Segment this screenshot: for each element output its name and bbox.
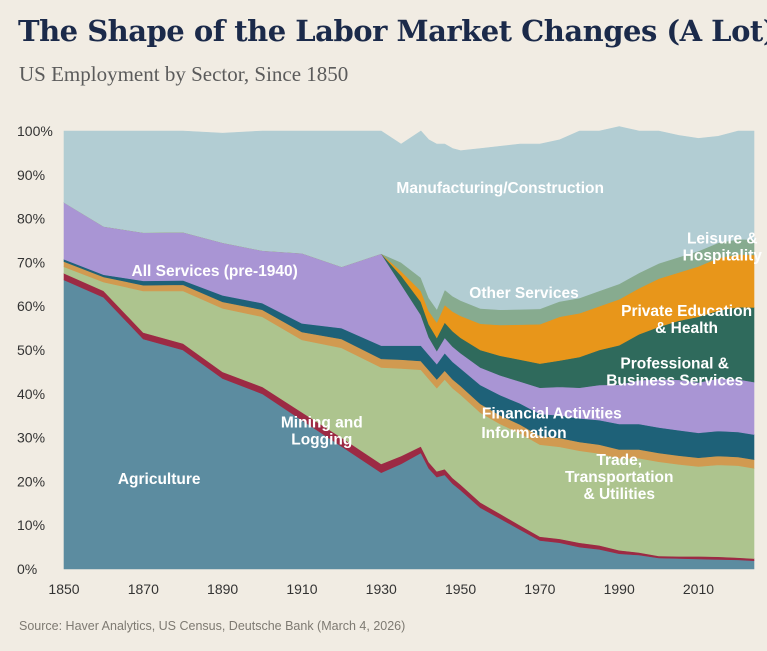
x-tick-label: 1870 bbox=[128, 581, 159, 597]
label-line: Trade, bbox=[596, 452, 642, 469]
y-tick-label: 90% bbox=[17, 167, 45, 183]
label-all-services-pre-1940: All Services (pre-1940) bbox=[132, 263, 298, 280]
y-tick-label: 20% bbox=[17, 473, 45, 489]
label-other-services: Other Services bbox=[469, 285, 578, 302]
label-line: Financial Activities bbox=[482, 406, 622, 423]
x-tick-label: 1890 bbox=[207, 581, 238, 597]
label-information: Information bbox=[481, 425, 566, 442]
label-mining-and-logging: Mining and Logging bbox=[281, 415, 363, 449]
label-line: Mining and bbox=[281, 415, 363, 432]
x-tick-label: 1930 bbox=[366, 581, 397, 597]
stacked-area-chart: 0%10%20%30%40%50%60%70%80%90%100% 1850 18… bbox=[17, 123, 762, 597]
area-manufacturing-construction bbox=[63, 126, 755, 311]
label-trade-transportation-utilities: Trade, Transportation & Utilities bbox=[565, 452, 674, 503]
label-manufacturing-construction: Manufacturing/Construction bbox=[396, 180, 604, 197]
label-private-education-health: Private Education & Health bbox=[621, 303, 752, 337]
label-line: Agriculture bbox=[118, 471, 201, 488]
y-axis-tick-labels: 0% 10% 20% 30% 40% 50% 60% 70% 80% 90% 100% bbox=[17, 123, 53, 577]
x-tick-label: 2010 bbox=[683, 581, 714, 597]
y-tick-label: 70% bbox=[17, 254, 45, 270]
label-line: Leisure & bbox=[687, 231, 758, 248]
y-tick-label: 100% bbox=[17, 123, 53, 139]
series-annotations: Agriculture Mining and Logging All Services… bbox=[118, 180, 762, 503]
label-professional-business-services: Professional & Business Services bbox=[606, 355, 743, 389]
x-tick-label: 1910 bbox=[286, 581, 317, 597]
label-line: Business Services bbox=[606, 372, 743, 389]
label-line: & Health bbox=[655, 320, 718, 337]
chart-subtitle: US Employment by Sector, Since 1850 bbox=[19, 62, 349, 86]
label-line: Professional & bbox=[620, 355, 729, 372]
x-tick-label: 1850 bbox=[48, 581, 79, 597]
label-line: Hospitality bbox=[683, 248, 763, 265]
x-tick-label: 1990 bbox=[604, 581, 635, 597]
area-series-group bbox=[63, 126, 755, 570]
label-line: Transportation bbox=[565, 469, 674, 486]
label-line: Information bbox=[481, 425, 566, 442]
x-tick-label: 1970 bbox=[524, 581, 555, 597]
label-line: Manufacturing/Construction bbox=[396, 180, 604, 197]
label-line: Other Services bbox=[469, 285, 578, 302]
y-tick-label: 40% bbox=[17, 386, 45, 402]
y-tick-label: 60% bbox=[17, 298, 45, 314]
y-tick-label: 50% bbox=[17, 342, 45, 358]
label-financial-activities: Financial Activities bbox=[482, 406, 622, 423]
y-tick-label: 80% bbox=[17, 211, 45, 227]
y-tick-label: 0% bbox=[17, 561, 37, 577]
label-line: Private Education bbox=[621, 303, 752, 320]
y-tick-label: 10% bbox=[17, 517, 45, 533]
source-note: Source: Haver Analytics, US Census, Deut… bbox=[19, 619, 406, 633]
label-line: All Services (pre-1940) bbox=[132, 263, 298, 280]
y-tick-label: 30% bbox=[17, 430, 45, 446]
x-axis-tick-labels: 1850 1870 1890 1910 1930 1950 1970 1990 2010 bbox=[48, 581, 714, 597]
chart-title: The Shape of the Labor Market Changes (A… bbox=[18, 14, 767, 48]
label-line: & Utilities bbox=[583, 486, 654, 503]
x-tick-label: 1950 bbox=[445, 581, 476, 597]
label-line: Logging bbox=[291, 432, 352, 449]
label-agriculture: Agriculture bbox=[118, 471, 201, 488]
label-leisure-hospitality: Leisure & Hospitality bbox=[683, 231, 763, 265]
